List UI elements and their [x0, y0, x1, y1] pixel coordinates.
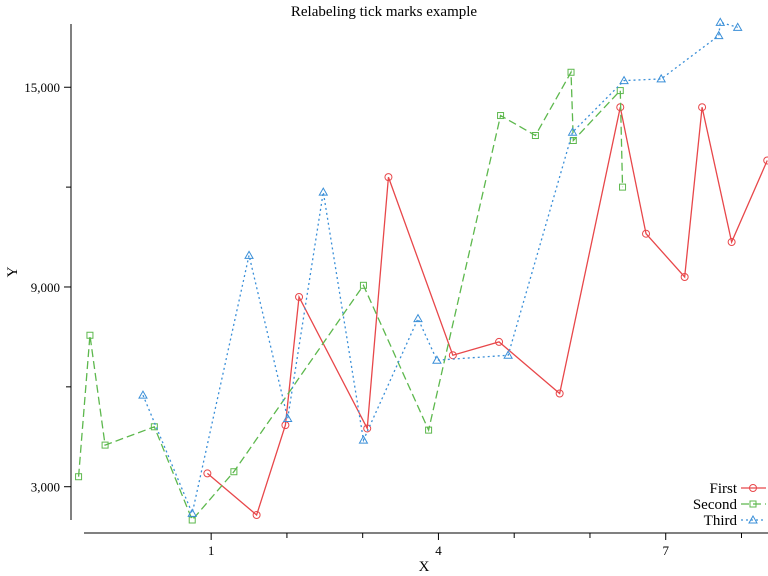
data-point	[101, 441, 109, 449]
data-point	[203, 469, 212, 478]
data-point	[503, 350, 514, 359]
data-point	[698, 103, 707, 112]
data-point	[252, 511, 261, 520]
data-point	[425, 426, 433, 434]
legend-label: Third	[704, 513, 738, 529]
data-point	[619, 75, 629, 85]
data-point	[432, 355, 442, 364]
series-first	[203, 103, 768, 520]
y-tick-label: 15,000	[24, 80, 60, 95]
data-point	[318, 187, 329, 196]
data-point	[656, 73, 667, 83]
x-tick-label: 1	[208, 543, 215, 558]
data-point	[384, 173, 393, 182]
series-line	[206, 107, 768, 517]
data-point	[295, 292, 304, 301]
plot-series	[75, 17, 768, 524]
data-point	[727, 238, 736, 247]
data-point	[497, 112, 505, 120]
data-point	[230, 468, 238, 476]
data-point	[763, 156, 768, 165]
data-point	[567, 68, 575, 76]
y-axis-label: Y	[5, 266, 21, 277]
y-axis-ticks: 3,000 9,000 15,000	[24, 80, 71, 495]
legend-marker	[749, 500, 757, 508]
data-point	[715, 17, 726, 26]
y-tick-label: 9,000	[31, 280, 60, 295]
data-point	[713, 30, 724, 40]
data-point	[358, 435, 369, 444]
data-point	[363, 424, 372, 433]
series-line	[77, 69, 624, 522]
data-point	[138, 390, 148, 399]
series-third	[138, 17, 743, 517]
data-point	[732, 22, 743, 31]
data-point	[188, 516, 196, 524]
data-point	[569, 137, 577, 145]
data-point	[680, 272, 689, 281]
data-point	[531, 132, 539, 140]
legend-label: First	[709, 481, 737, 497]
chart-title: Relabeling tick marks example	[291, 4, 478, 20]
series-line	[142, 21, 738, 516]
data-point	[86, 331, 94, 339]
data-point	[495, 337, 504, 346]
y-tick-label: 3,000	[31, 480, 60, 495]
data-point	[616, 87, 624, 95]
data-point	[282, 413, 293, 422]
x-tick-label: 7	[662, 543, 669, 558]
data-point	[187, 508, 198, 517]
legend-label: Second	[693, 497, 738, 513]
data-point	[413, 313, 423, 323]
x-axis-ticks: 1 4 7	[208, 533, 742, 558]
data-point	[555, 389, 564, 398]
x-axis-label: X	[419, 559, 430, 575]
data-point	[359, 281, 367, 289]
legend-marker	[749, 484, 757, 492]
series-second	[75, 68, 627, 524]
data-point	[244, 250, 254, 259]
data-point	[75, 473, 83, 481]
x-tick-label: 4	[435, 543, 442, 558]
legend-marker	[748, 514, 758, 524]
data-point	[619, 183, 627, 191]
data-point	[642, 229, 651, 238]
data-point	[567, 127, 578, 136]
